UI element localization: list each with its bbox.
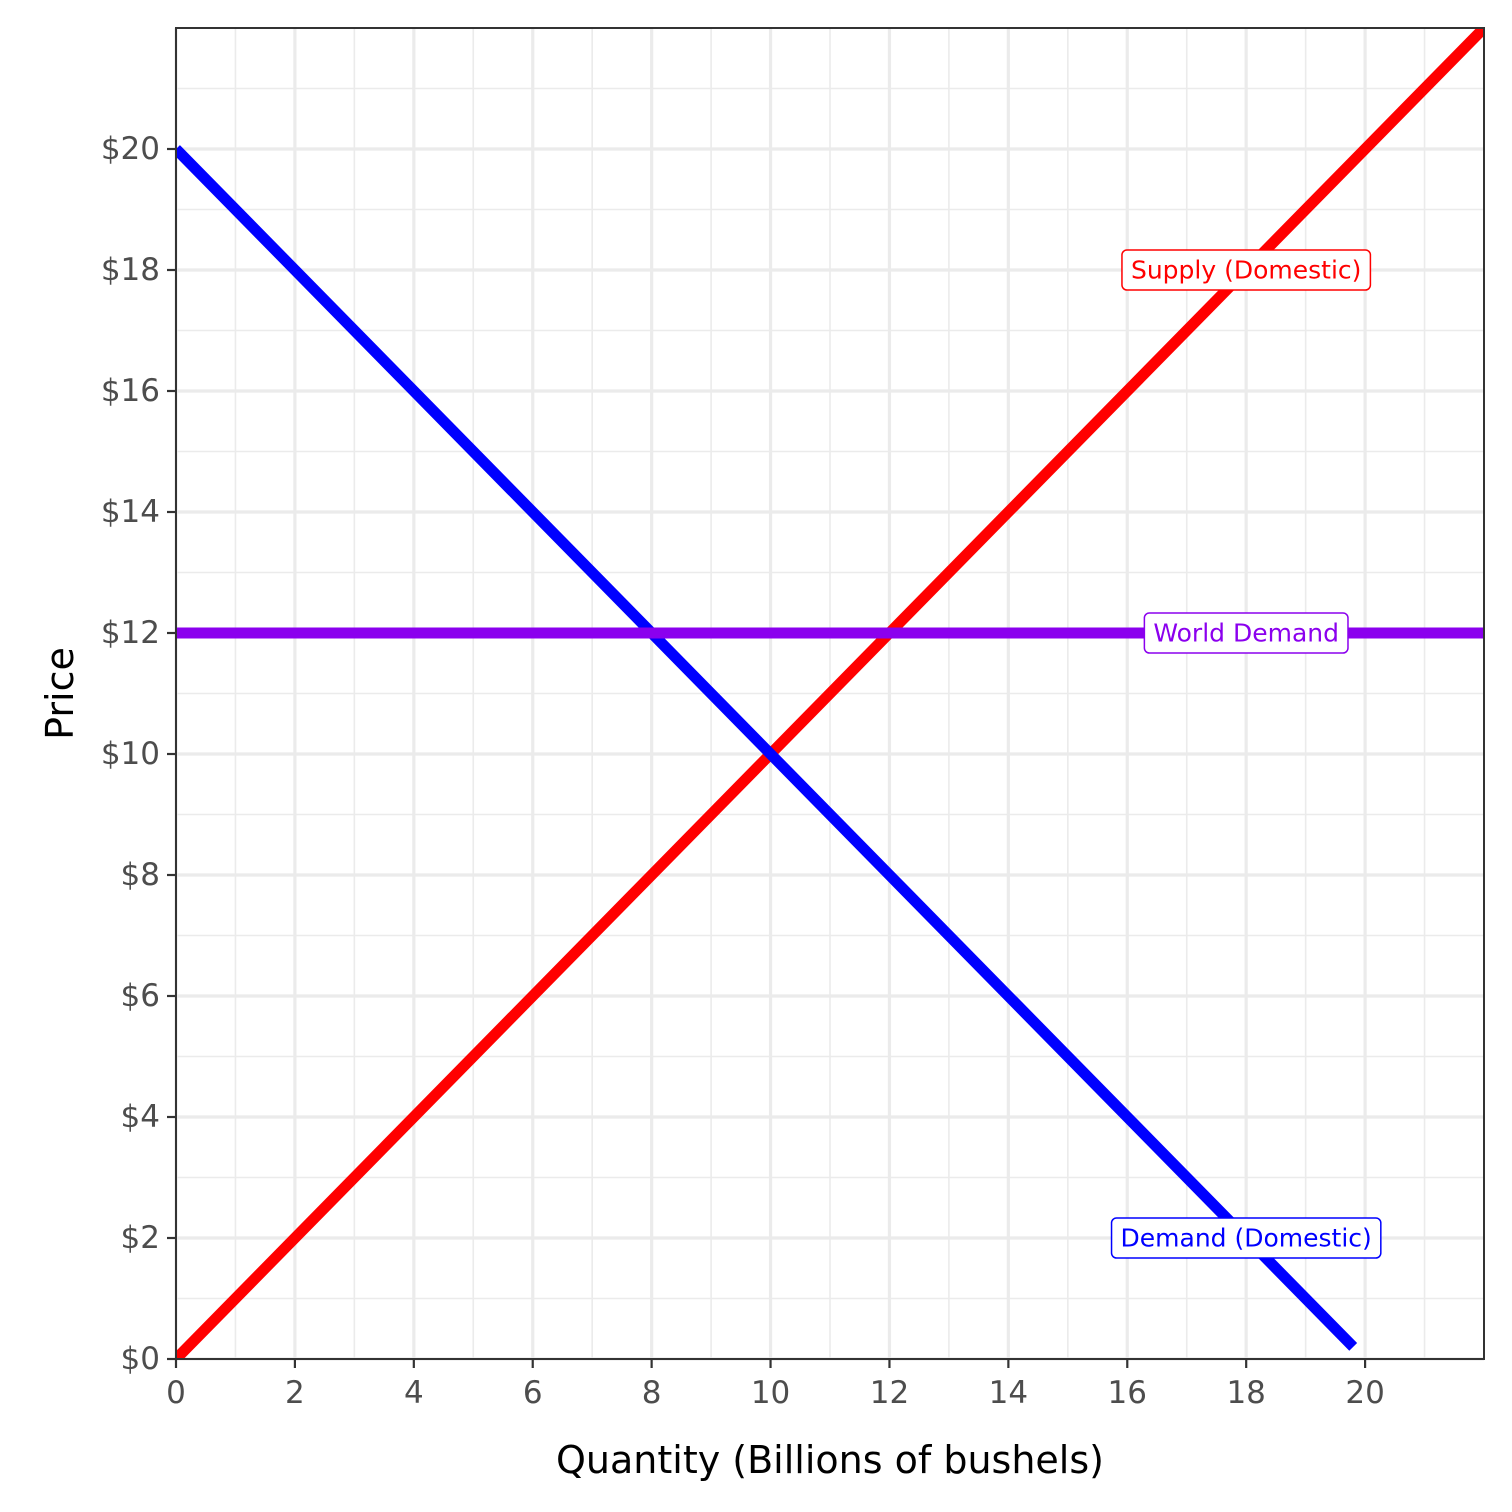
y-tick-label: $6 — [121, 978, 160, 1014]
y-tick-label: $10 — [101, 736, 160, 772]
x-tick-label: 0 — [166, 1375, 186, 1411]
x-tick-label: 10 — [751, 1375, 790, 1411]
x-axis-title: Quantity (Billions of bushels) — [556, 1438, 1104, 1482]
curve-label-supply-domestic: Supply (Domestic) — [1121, 249, 1372, 291]
y-tick-label: $4 — [121, 1099, 160, 1135]
y-axis: $0 $2 $4 $6 $8 $10 $12 $14 $16 $18 $20 — [101, 131, 176, 1377]
x-tick-label: 2 — [285, 1375, 305, 1411]
x-tick-label: 6 — [523, 1375, 543, 1411]
curve-label-box — [1121, 249, 1372, 291]
x-tick-label: 14 — [989, 1375, 1028, 1411]
panel-border — [175, 27, 1485, 1360]
curve-label-box — [1110, 1217, 1382, 1259]
y-tick-label: $8 — [121, 857, 160, 893]
y-tick-label: $0 — [121, 1341, 160, 1377]
x-tick-label: 18 — [1226, 1375, 1265, 1411]
curve-label-text: Demand (Domestic) — [1121, 1224, 1372, 1253]
curve-labels: Supply (Domestic) Demand (Domestic) World … — [1110, 249, 1382, 1259]
x-tick-label: 20 — [1345, 1375, 1384, 1411]
x-tick-label: 16 — [1108, 1375, 1147, 1411]
curve-label-world-demand: World Demand — [1143, 612, 1349, 654]
x-tick-label: 8 — [642, 1375, 662, 1411]
y-tick-label: $2 — [121, 1220, 160, 1256]
curve-label-box — [1143, 612, 1349, 654]
y-tick-label: $14 — [101, 494, 160, 530]
series-line-demand-domestic — [176, 145, 1358, 1351]
x-tick-label: 12 — [870, 1375, 909, 1411]
x-tick-label: 4 — [404, 1375, 424, 1411]
curve-label-demand-domestic: Demand (Domestic) — [1110, 1217, 1382, 1259]
curve-label-text: World Demand — [1153, 619, 1339, 648]
x-axis: 0 2 4 6 8 10 12 14 16 18 20 — [166, 1359, 1385, 1411]
y-tick-label: $20 — [101, 131, 160, 167]
curve-label-text: Supply (Domestic) — [1131, 256, 1361, 285]
y-tick-label: $16 — [101, 373, 160, 409]
y-axis-title: Price — [38, 647, 82, 740]
y-tick-label: $18 — [101, 252, 160, 288]
y-tick-label: $12 — [101, 615, 160, 651]
